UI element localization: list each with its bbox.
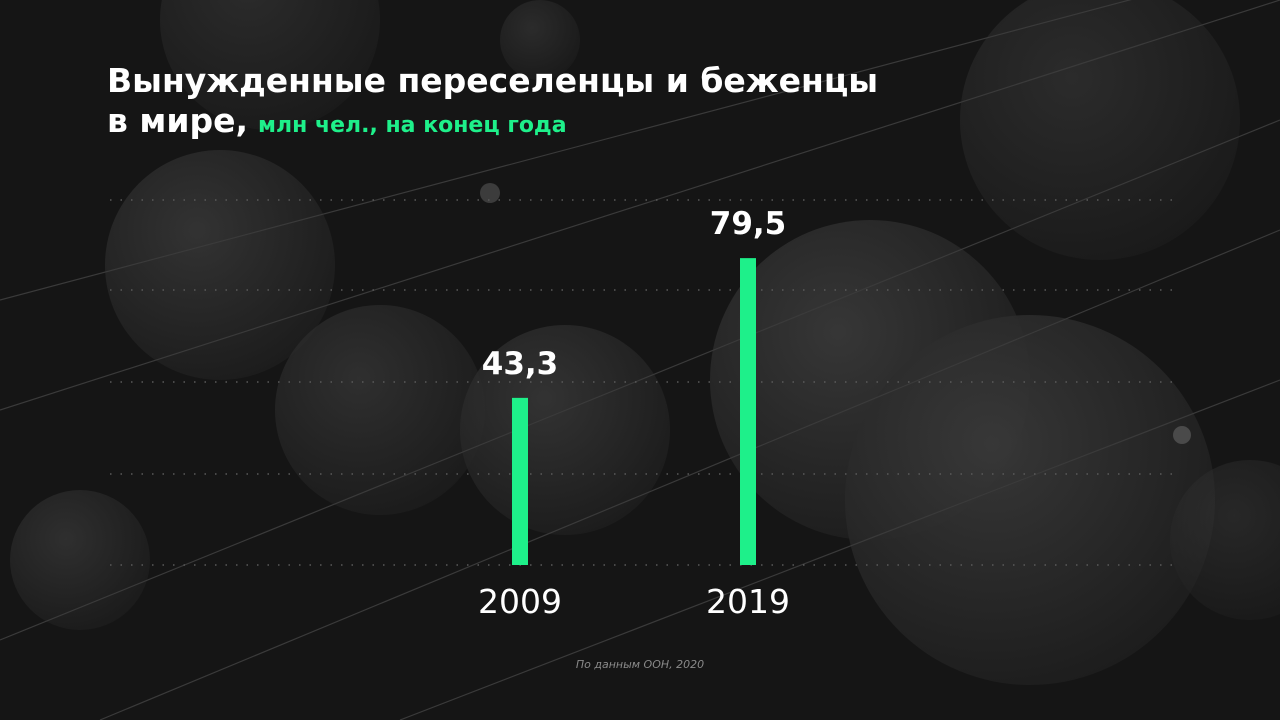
value-label: 43,3: [482, 346, 559, 382]
chart-title: Вынужденные переселенцы и беженцы: [107, 61, 878, 100]
source: По данным ООН, 2020: [576, 658, 704, 671]
chart-subtitle: млн чел., на конец года: [258, 113, 567, 138]
chart-title: в мире,: [107, 101, 248, 140]
chart-title: в мире, млн чел., на конец года: [107, 101, 567, 140]
value-label: 79,5: [710, 206, 787, 242]
x-tick-label: 2009: [478, 582, 562, 621]
x-tick-label: 2019: [706, 582, 790, 621]
bar: [512, 397, 528, 565]
bar: [740, 258, 756, 565]
